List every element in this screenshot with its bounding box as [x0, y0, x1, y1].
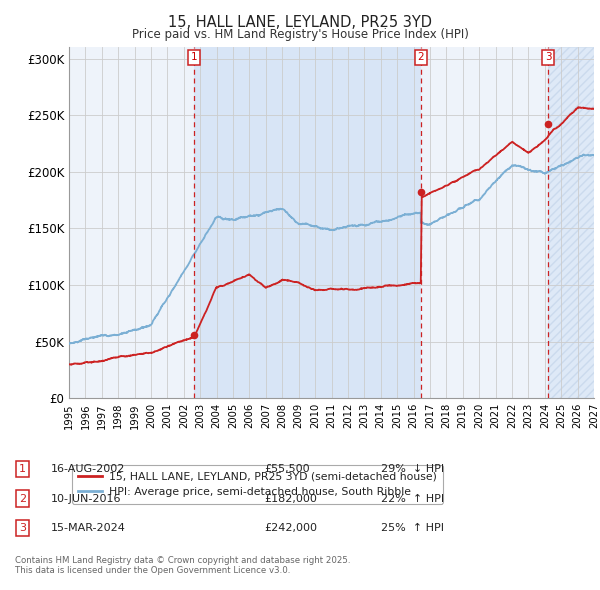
Bar [548, 47, 594, 398]
Text: 2: 2 [19, 494, 26, 503]
Text: 15-MAR-2024: 15-MAR-2024 [51, 523, 126, 533]
Text: 22%  ↑ HPI: 22% ↑ HPI [381, 494, 444, 503]
Text: £242,000: £242,000 [264, 523, 317, 533]
Text: 15, HALL LANE, LEYLAND, PR25 3YD: 15, HALL LANE, LEYLAND, PR25 3YD [168, 15, 432, 30]
Text: 25%  ↑ HPI: 25% ↑ HPI [381, 523, 444, 533]
Text: 3: 3 [19, 523, 26, 533]
Text: 16-AUG-2002: 16-AUG-2002 [51, 464, 125, 474]
Legend: 15, HALL LANE, LEYLAND, PR25 3YD (semi-detached house), HPI: Average price, semi: 15, HALL LANE, LEYLAND, PR25 3YD (semi-d… [72, 465, 443, 503]
Text: 1: 1 [191, 53, 197, 63]
Text: Contains HM Land Registry data © Crown copyright and database right 2025.: Contains HM Land Registry data © Crown c… [15, 556, 350, 565]
Text: £55,500: £55,500 [264, 464, 310, 474]
Text: 2: 2 [418, 53, 424, 63]
Text: 3: 3 [545, 53, 551, 63]
Text: Price paid vs. HM Land Registry's House Price Index (HPI): Price paid vs. HM Land Registry's House … [131, 28, 469, 41]
Bar [194, 47, 421, 398]
Text: £182,000: £182,000 [264, 494, 317, 503]
Text: This data is licensed under the Open Government Licence v3.0.: This data is licensed under the Open Gov… [15, 566, 290, 575]
Text: 10-JUN-2016: 10-JUN-2016 [51, 494, 121, 503]
Text: 29%  ↓ HPI: 29% ↓ HPI [381, 464, 444, 474]
Text: 1: 1 [19, 464, 26, 474]
